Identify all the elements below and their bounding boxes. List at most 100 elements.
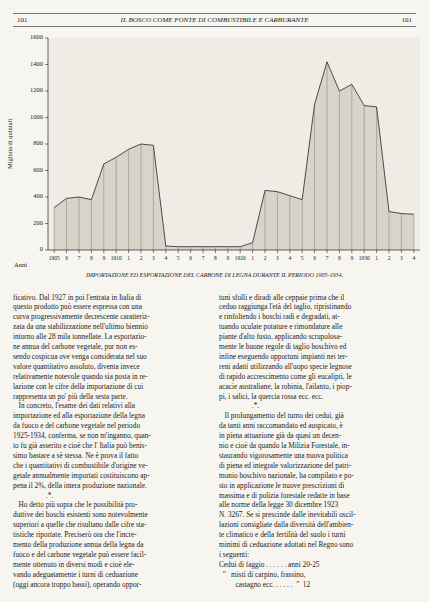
x-tick-label: 2 (388, 255, 391, 261)
x-tick (91, 250, 92, 253)
body-line: (oggi ancora troppo bassi), operando opp… (13, 580, 142, 589)
text-column: ficativo. Dal 1927 in poi l'entrata in I… (13, 293, 151, 589)
body-line: rappresenta un po' più della sesta parte… (13, 392, 128, 401)
body-line: 1925-1934, conferma, se non m'inganno, q… (13, 431, 151, 440)
y-tick (45, 197, 48, 198)
body-line: da tanti anni raccomandato ed auspicato,… (219, 421, 343, 430)
y-tick (45, 38, 48, 39)
body-line: massima e di polizia forestale redatte i… (219, 491, 350, 500)
x-tick (389, 250, 390, 253)
x-tick (128, 250, 129, 253)
value-stroke (302, 200, 303, 250)
body-line: tuando oculate potature e rimondature al… (219, 322, 342, 331)
text-column: tuni sfolli e diradi alle ceppaie prima … (219, 293, 356, 589)
body-line: alle norme della legge 30 dicembre 1923 (219, 500, 338, 509)
x-tick-label: 6 (65, 255, 68, 261)
chart-caption: IMPORTAZIONE ED ESPORTAZIONE DEL CARBONE… (85, 272, 343, 278)
x-tick-label: 4 (288, 255, 291, 261)
value-stroke (54, 208, 55, 250)
running-header: IL BOSCO COME FONTE DI COMBUSTIBILE E CA… (120, 16, 310, 24)
value-stroke (215, 247, 216, 250)
x-tick (153, 250, 154, 253)
x-tick-label: 1930 (359, 255, 370, 261)
body-line: curva progressivamente decrescente carat… (13, 312, 150, 321)
y-tick (45, 144, 48, 145)
area-fill (54, 62, 414, 250)
body-line: di piena ed integrale valorizzazione del… (219, 461, 352, 470)
body-line: questo prodotto può essere espressa con … (13, 302, 143, 311)
body-line: sendo cospicua ove venga considerata nel… (13, 352, 147, 361)
x-tick-label: 4 (412, 255, 415, 261)
value-stroke (339, 91, 340, 250)
body-line: valore quantitativo assoluto, diventa in… (13, 362, 140, 371)
header-rule (13, 26, 416, 27)
value-stroke (178, 247, 179, 250)
body-line: infine eseguendo opportuni impianti nei … (219, 352, 348, 361)
value-stroke (128, 149, 129, 250)
body-line: Cedui di faggio . . . . . . anni 20-25 (219, 560, 320, 569)
body-line: tistiche riportate. Preciserò ora che l'… (13, 530, 137, 539)
x-tick (376, 250, 377, 253)
x-tick-label: 7 (78, 255, 81, 261)
value-stroke (351, 84, 352, 250)
y-tick (45, 117, 48, 118)
x-tick-label: 1905 (49, 255, 60, 261)
y-tick-label: 0 (40, 245, 43, 252)
x-tick (265, 250, 266, 253)
y-tick (45, 91, 48, 92)
value-stroke (289, 196, 290, 250)
value-stroke (413, 214, 414, 250)
value-stroke (364, 106, 365, 250)
value-stroke (327, 62, 328, 250)
body-line: nio e cioè da quando la Milizia Forestal… (219, 441, 350, 450)
value-stroke (401, 214, 402, 250)
page-number: 101 (17, 16, 28, 24)
x-tick-label: 8 (90, 255, 93, 261)
x-tick (240, 250, 241, 253)
value-stroke (314, 104, 315, 250)
value-stroke (165, 246, 166, 250)
x-tick (178, 250, 179, 253)
body-line: mento della produzione annua della legna… (13, 540, 144, 549)
x-tick-label: 9 (226, 255, 229, 261)
x-tick (289, 250, 290, 253)
body-line: " misti di carpino, frassino, (219, 570, 306, 579)
x-tick-label: 4 (164, 255, 167, 261)
value-stroke (116, 157, 117, 250)
x-tick-label: 1910 (111, 255, 122, 261)
body-line: da fuoco e del carbone vegetale nel peri… (13, 421, 140, 430)
body-line: ceduo raggiunga l'età del taglio, ripris… (219, 302, 352, 311)
x-tick-label: 1 (375, 255, 378, 261)
x-tick-label: 2 (140, 255, 143, 261)
x-tick-label: 6 (313, 255, 316, 261)
page: 101101IL BOSCO COME FONTE DI COMBUSTIBIL… (0, 0, 429, 602)
x-tick-label: 3 (400, 255, 403, 261)
x-tick (203, 250, 204, 253)
body-line: .*. (219, 401, 259, 410)
x-tick (227, 250, 228, 253)
y-tick-label: 1400 (30, 60, 43, 67)
body-line: lazione con le cifre della importazione … (13, 382, 143, 391)
body-line: ne annua del carbone vegetale, pur non e… (13, 342, 138, 351)
y-tick-label: 600 (33, 166, 43, 173)
x-tick (54, 250, 55, 253)
y-tick-label: 1200 (30, 86, 43, 93)
body-line: intorno alle 28 mila tonnellate. La espo… (13, 332, 147, 341)
x-tick-label: 3 (152, 255, 155, 261)
x-tick-label: 8 (338, 255, 341, 261)
x-tick-label: 1 (127, 255, 130, 261)
value-stroke (153, 145, 154, 250)
body-line: in piena attuazione già da quasi un dece… (219, 431, 342, 440)
x-axis-label: Anni (14, 261, 27, 268)
value-stroke (141, 144, 142, 250)
body-line: pi, i salici, la quercia rossa ecc. ecc. (219, 392, 324, 401)
x-tick (314, 250, 315, 253)
y-tick-label: 800 (33, 139, 43, 146)
x-tick-label: 8 (214, 255, 217, 261)
value-stroke (376, 107, 377, 250)
x-tick (190, 250, 191, 253)
body-line: N. 3267. Se si prescinde dalle inevitabi… (219, 510, 356, 519)
y-axis (48, 38, 49, 250)
y-axis-label: Migliaia di quintali (6, 119, 13, 169)
x-tick-label: 7 (326, 255, 329, 261)
